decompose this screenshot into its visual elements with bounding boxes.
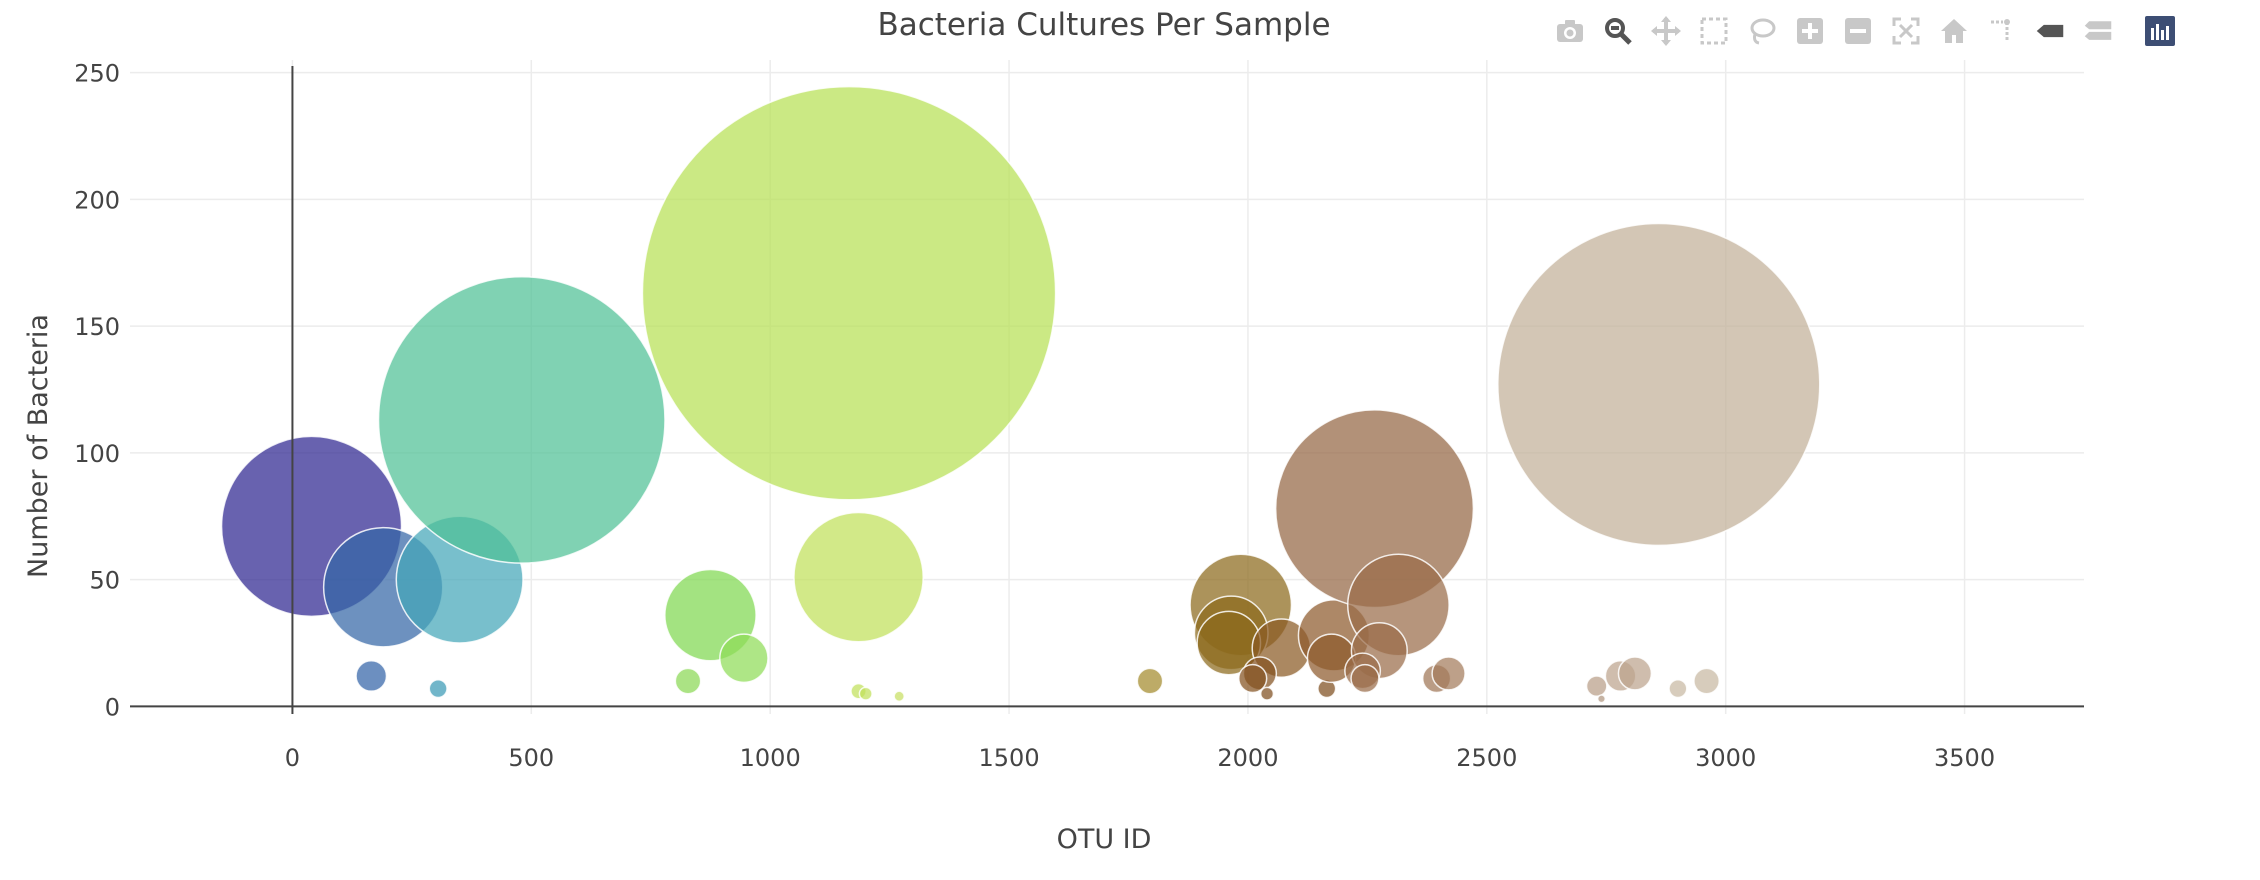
bubble-point[interactable] [1668,679,1688,699]
bubble-point[interactable] [719,633,769,684]
x-tick-label: 0 [285,744,300,772]
bubble-point[interactable] [641,85,1057,501]
bubble-point[interactable] [1431,656,1466,691]
bubble-point[interactable] [893,690,905,703]
pan-icon[interactable] [1651,16,1681,46]
y-tick-label: 200 [74,186,120,214]
x-tick-label: 2500 [1456,744,1517,772]
x-axis-label: OTU ID [1057,824,1152,855]
bubble-point[interactable] [428,679,448,699]
bubble-point[interactable] [355,660,388,692]
lasso-icon[interactable] [1747,16,1777,46]
bubble-point[interactable] [1585,675,1608,698]
hover-closest-icon[interactable] [2035,16,2065,46]
bubble-point[interactable] [1136,667,1164,695]
bubble-point[interactable] [1617,656,1653,691]
bubble-point[interactable] [674,667,702,695]
bubble-point[interactable] [1238,663,1268,694]
spike-lines-icon[interactable] [1987,16,2017,46]
x-tick-label: 2000 [1217,744,1278,772]
x-tick-label: 500 [508,744,554,772]
y-tick-label: 0 [105,693,120,721]
y-tick-label: 50 [89,567,120,595]
zoom-out-icon[interactable] [1843,16,1873,46]
bubble-point[interactable] [858,686,873,701]
bubble-point[interactable] [793,511,924,643]
reset-axes-icon[interactable] [1939,16,1969,46]
bubble-point[interactable] [377,275,666,564]
chart-title: Bacteria Cultures Per Sample [877,7,1330,43]
y-tick-label: 250 [74,60,120,88]
camera-icon[interactable] [1555,16,1585,46]
tick-labels: 0 500 1000 1500 2000 2500 3000 3500 0 50 100 150 200… [74,60,1995,772]
zoom-in-icon[interactable] [1795,16,1825,46]
x-tick-label: 1000 [740,744,801,772]
bubble-point[interactable] [1259,686,1275,701]
bubble-point[interactable] [1693,667,1721,695]
axes [130,66,2084,714]
autoscale-icon[interactable] [1891,16,1921,46]
y-tick-label: 100 [74,440,120,468]
zoom-icon[interactable] [1603,16,1633,46]
bubble-point[interactable] [1350,663,1380,694]
modebar [1555,14,2193,48]
y-tick-label: 150 [74,313,120,341]
x-tick-label: 1500 [979,744,1040,772]
bubble-point[interactable] [1497,222,1821,547]
bubble-point[interactable] [1596,694,1607,704]
bubble-series[interactable] [220,85,1821,704]
y-axis-label: Number of Bacteria [23,314,54,578]
box-select-icon[interactable] [1699,16,1729,46]
x-tick-label: 3500 [1934,744,1995,772]
hover-compare-icon[interactable] [2083,16,2113,46]
plotly-logo-icon[interactable] [2145,16,2175,46]
x-tick-label: 3000 [1695,744,1756,772]
